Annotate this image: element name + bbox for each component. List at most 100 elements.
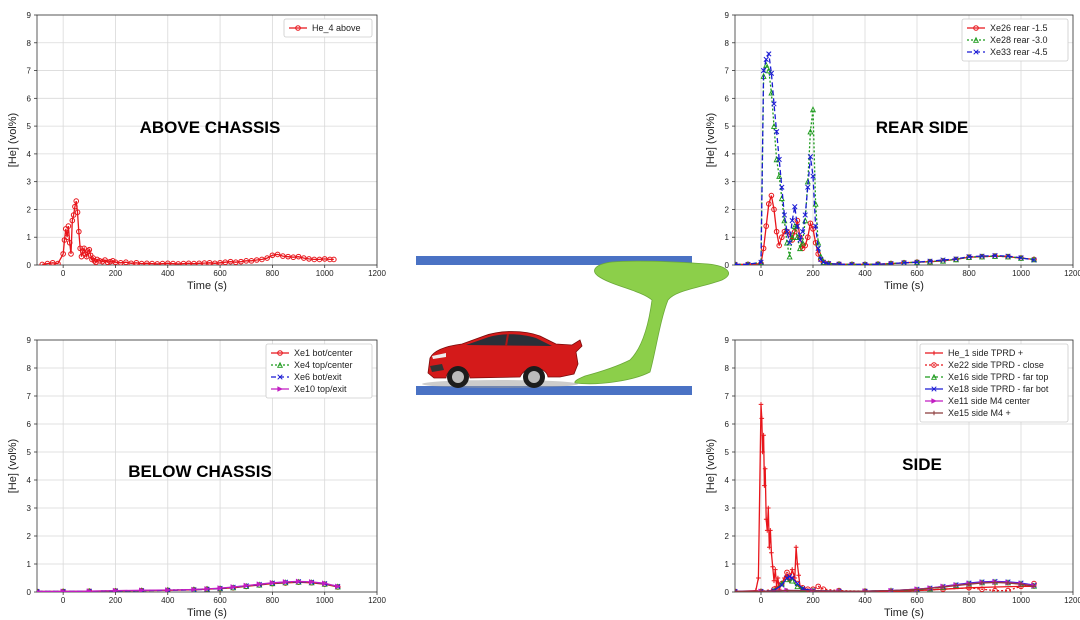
data-point [117, 259, 124, 265]
data-point [201, 260, 208, 265]
data-point [185, 260, 192, 265]
y-tick-label: 7 [27, 67, 32, 76]
rear-rim [528, 371, 540, 383]
data-point [1018, 255, 1024, 261]
x-tick-label: 800 [266, 269, 280, 278]
y-tick-label: 8 [725, 39, 730, 48]
y-tick-label: 8 [27, 364, 32, 373]
y-tick-label: 1 [725, 560, 730, 569]
y-tick-label: 5 [27, 122, 32, 131]
data-point [766, 51, 772, 57]
x-tick-label: 400 [161, 269, 175, 278]
front-rim [452, 371, 464, 383]
legend-marker [973, 49, 979, 55]
data-point [789, 567, 795, 572]
data-point [191, 586, 197, 592]
data-point [966, 254, 972, 260]
data-point [745, 261, 751, 265]
data-point [766, 201, 772, 207]
data-point [789, 577, 796, 584]
data-point [1005, 580, 1011, 586]
legend-entry: Xe1 bot/center [294, 348, 353, 358]
series-above-0 [39, 198, 337, 265]
data-point [112, 259, 119, 265]
y-tick-label: 6 [725, 94, 730, 103]
y-tick-label: 6 [27, 420, 32, 429]
y-tick-label: 4 [725, 476, 730, 485]
x-tick-label: 800 [962, 269, 976, 278]
data-point [979, 580, 985, 586]
data-point [888, 588, 894, 592]
y-tick-label: 5 [27, 448, 32, 457]
y-tick-label: 5 [725, 122, 730, 131]
data-point [60, 251, 66, 257]
data-point [807, 220, 814, 227]
data-point [196, 260, 202, 265]
data-point [797, 237, 803, 243]
data-point [768, 528, 773, 533]
y-tick-label: 4 [27, 476, 32, 485]
data-point [760, 449, 765, 455]
data-point [759, 416, 765, 421]
x-tick-label: 400 [858, 596, 872, 605]
data-point [789, 575, 795, 581]
y-tick-label: 8 [27, 39, 32, 48]
data-point [175, 261, 182, 265]
data-point [927, 586, 933, 591]
y-tick-label: 4 [27, 150, 32, 159]
region-label: BELOW CHASSIS [128, 462, 272, 481]
car-shadow [422, 380, 578, 388]
data-point [69, 217, 76, 224]
data-point [773, 567, 778, 572]
data-point [812, 223, 819, 229]
data-point [979, 253, 985, 259]
series-side-0 [735, 402, 1037, 592]
car-illustration [422, 331, 583, 388]
data-point [796, 245, 804, 252]
legend-entry: Xe15 side M4 + [948, 408, 1011, 418]
data-point [773, 156, 780, 163]
data-point [96, 258, 103, 264]
data-point [138, 260, 145, 265]
data-point [784, 575, 790, 581]
x-tick-label: 200 [109, 269, 123, 278]
data-point [763, 56, 769, 63]
data-point [37, 588, 40, 592]
data-point [311, 256, 318, 263]
data-point [825, 260, 832, 265]
legend-entry: Xe10 top/exit [294, 384, 347, 394]
data-point [60, 588, 67, 592]
data-point [799, 239, 806, 246]
data-point [735, 589, 738, 592]
data-point [72, 203, 78, 210]
data-point [1005, 587, 1011, 592]
legend-box [919, 343, 1069, 423]
data-point [55, 260, 61, 265]
legend-marker [931, 398, 937, 404]
vehicle-schematic [416, 256, 729, 395]
data-point [771, 101, 777, 107]
data-point [779, 234, 785, 241]
legend-entry: He_4 above [312, 23, 361, 33]
data-point [815, 245, 821, 251]
data-point [159, 260, 166, 265]
legend-box [265, 343, 373, 399]
data-point [212, 260, 218, 265]
data-point [1018, 581, 1024, 587]
data-point [802, 212, 808, 218]
data-point [796, 572, 801, 578]
x-tick-label: 0 [61, 596, 66, 605]
data-point [256, 581, 263, 587]
data-point [793, 544, 799, 550]
y-tick-label: 6 [725, 420, 730, 429]
data-point [758, 259, 764, 265]
x-tick-label: 0 [759, 596, 764, 605]
data-point [64, 234, 70, 241]
data-point [295, 253, 302, 260]
region-label: SIDE [902, 455, 942, 474]
x-tick-label: 1000 [1012, 269, 1030, 278]
x-tick-label: 1200 [368, 596, 386, 605]
y-tick-label: 3 [725, 504, 730, 513]
legend-marker [276, 361, 284, 368]
